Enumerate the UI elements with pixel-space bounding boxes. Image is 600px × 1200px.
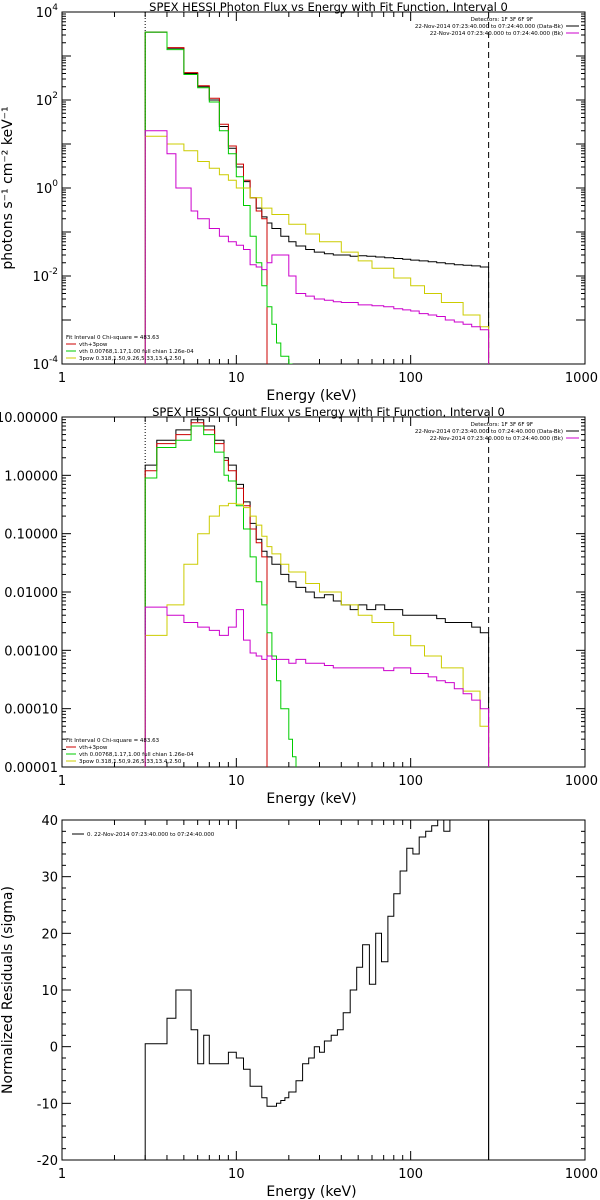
y-tick-label: 10-2 bbox=[32, 267, 58, 285]
legend-entry: 22-Nov-2014 07:23:40.000 to 07:24:40.000… bbox=[430, 436, 563, 442]
legend-entry: vth 0.00768,1.17,1.00 full chian 1.26e-0… bbox=[79, 752, 194, 758]
y-tick-label: 30 bbox=[41, 871, 58, 886]
y-tick-label: 0.00100 bbox=[4, 644, 58, 659]
x-tick-label: 10 bbox=[228, 1167, 245, 1182]
legend-entry: vth 0.00768,1.17,1.00 full chian 1.26e-0… bbox=[79, 349, 194, 355]
y-tick-label: 0.00010 bbox=[4, 703, 58, 718]
legend-entry: 22-Nov-2014 07:23:40.000 to 07:24:40.000… bbox=[430, 31, 563, 37]
y-tick-label: 0.01000 bbox=[4, 586, 58, 601]
series-line-0 bbox=[144, 31, 490, 364]
series-line-2 bbox=[144, 425, 297, 767]
series-line-3 bbox=[144, 502, 490, 767]
y-tick-label: 0.00001 bbox=[4, 761, 58, 776]
photon-flux-panel: 1 10 100 1000 10-4 10-2 100 102 104 SPEX HESSI Ph… bbox=[0, 0, 598, 404]
x-tick-label: 1000 bbox=[565, 1167, 598, 1182]
y-tick-label: 20 bbox=[41, 927, 58, 942]
legend-entry: vth+3pow bbox=[79, 745, 108, 751]
x-tick-label: 100 bbox=[398, 774, 423, 789]
series-line-2 bbox=[144, 31, 293, 364]
x-tick-label: 1000 bbox=[565, 774, 598, 789]
y-tick-label: -10 bbox=[37, 1097, 58, 1112]
y-tick-label: 102 bbox=[36, 91, 58, 109]
legend-entry: Detectors: 1F 3F 6F 9F bbox=[471, 17, 533, 23]
x-tick-label: 100 bbox=[398, 1167, 423, 1182]
x-tick-label: 1 bbox=[58, 1167, 66, 1182]
legend-entry: Detectors: 1F 3F 6F 9F bbox=[471, 422, 533, 428]
y-tick-label: 10-4 bbox=[32, 355, 58, 373]
y-tick-label: 10 bbox=[41, 984, 58, 999]
x-tick-label: 1 bbox=[58, 774, 66, 789]
y-tick-label: 0.10000 bbox=[4, 528, 58, 543]
y-tick-label: 1.00000 bbox=[4, 469, 58, 484]
legend-entry: 3pow 0.318,1.50,9.26,5.33,13.4,2.50 bbox=[79, 356, 182, 362]
legend-entry: 3pow 0.318,1.50,9.26,5.33,13.4,2.50 bbox=[79, 759, 182, 765]
legend-entry: vth+3pow bbox=[79, 342, 108, 348]
series-line-0 bbox=[144, 820, 490, 1160]
legend-entry: 22-Nov-2014 07:23:40.000 to 07:24:40.000… bbox=[415, 24, 563, 30]
legend-entry: Fit Interval 0 Chi-square = 483.63 bbox=[66, 738, 160, 744]
series-line-4 bbox=[144, 606, 490, 767]
residuals-panel: 1 10 100 1000 -20 -10 0 10 20 30 40 Energy (keV) Nor… bbox=[0, 814, 598, 1200]
legend-entry: Fit Interval 0 Chi-square = 483.63 bbox=[66, 335, 160, 341]
chart-title: SPEX HESSI Count Flux vs Energy with Fit… bbox=[152, 405, 505, 419]
y-tick-label: 100 bbox=[36, 179, 59, 197]
x-tick-label: 10 bbox=[228, 371, 245, 386]
x-axis-label: Energy (keV) bbox=[266, 791, 356, 807]
y-tick-label: -20 bbox=[37, 1154, 58, 1169]
y-tick-label: 40 bbox=[41, 814, 58, 829]
legend-entry: 0. 22-Nov-2014 07:23:40.000 to 07:24:40.… bbox=[87, 832, 215, 838]
x-tick-label: 1000 bbox=[565, 371, 598, 386]
y-axis-label: Normalized Residuals (sigma) bbox=[0, 886, 16, 1094]
y-tick-label: 0 bbox=[50, 1041, 58, 1056]
series-line-1 bbox=[144, 422, 268, 767]
x-tick-label: 1 bbox=[58, 371, 66, 386]
series-line-4 bbox=[144, 130, 490, 364]
y-tick-label: 10.00000 bbox=[0, 411, 58, 426]
legend-entry: 22-Nov-2014 07:23:40.000 to 07:24:40.000… bbox=[415, 429, 563, 435]
x-axis-label: Energy (keV) bbox=[266, 388, 356, 404]
series-line-3 bbox=[144, 135, 490, 364]
chart-title: SPEX HESSI Photon Flux vs Energy with Fi… bbox=[149, 0, 508, 14]
series-line-0 bbox=[144, 419, 490, 767]
y-axis-label: photons s⁻¹ cm⁻² keV⁻¹ bbox=[0, 106, 16, 269]
series-line-1 bbox=[144, 31, 268, 364]
plot-frame bbox=[61, 11, 586, 365]
plot-frame bbox=[61, 819, 586, 1161]
count-flux-panel: 1 10 100 1000 0.00001 0.00010 0.00100 0.01000 0.… bbox=[0, 405, 598, 807]
x-axis-label: Energy (keV) bbox=[266, 1184, 356, 1200]
x-tick-label: 100 bbox=[398, 371, 423, 386]
y-tick-label: 104 bbox=[36, 3, 59, 21]
x-tick-label: 10 bbox=[228, 774, 245, 789]
